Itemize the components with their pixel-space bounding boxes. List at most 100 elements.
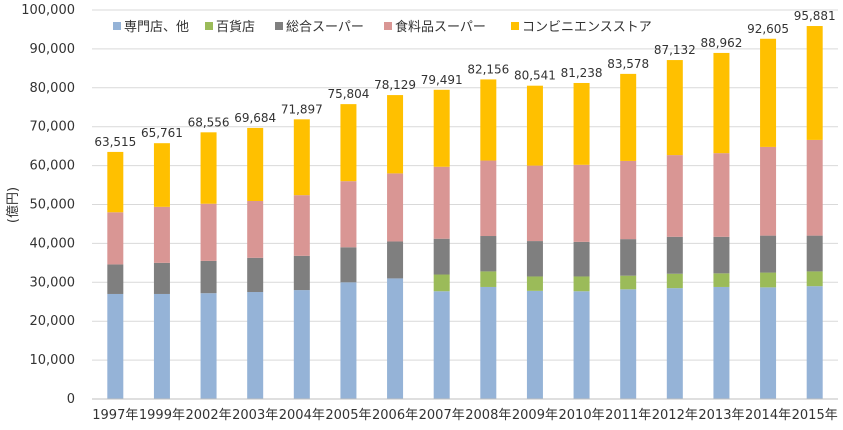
y-tick-label: 90,000 xyxy=(30,42,76,57)
bar-segment xyxy=(107,212,124,265)
bar-segment xyxy=(153,143,170,207)
bar-segment xyxy=(666,155,683,237)
y-tick-label: 0 xyxy=(67,392,75,407)
legend-swatch xyxy=(205,22,213,30)
total-label: 71,897 xyxy=(281,102,323,116)
total-label: 82,156 xyxy=(467,62,509,76)
total-label: 69,684 xyxy=(234,111,276,125)
bar-segment xyxy=(620,73,637,161)
total-label: 95,881 xyxy=(794,9,836,23)
total-label: 83,578 xyxy=(607,57,649,71)
bar-segment xyxy=(760,287,777,399)
x-tick-label: 2015年 xyxy=(792,408,838,423)
bar-segment xyxy=(666,273,683,289)
y-tick-label: 100,000 xyxy=(21,3,75,18)
bar-segment xyxy=(200,260,217,294)
bar-segment xyxy=(806,139,823,236)
bar-segment xyxy=(713,52,730,154)
x-tick-label: 2012年 xyxy=(652,408,698,423)
bar-segment xyxy=(573,276,590,292)
x-tick-label: 2004年 xyxy=(279,408,325,423)
bar-segment xyxy=(433,274,450,292)
bar-segment xyxy=(293,290,310,399)
x-tick-label: 2006年 xyxy=(372,408,418,423)
x-tick-label: 2010年 xyxy=(559,408,605,423)
y-axis-title: (億円) xyxy=(5,187,21,223)
total-label: 65,761 xyxy=(141,126,183,140)
bar-segment xyxy=(806,235,823,272)
bar-segment xyxy=(760,235,777,273)
bar-segment xyxy=(247,292,264,399)
x-tick-label: 2005年 xyxy=(325,408,371,423)
x-tick-label: 2002年 xyxy=(186,408,232,423)
y-tick-label: 70,000 xyxy=(30,120,76,135)
bar-segment xyxy=(433,238,450,275)
total-label: 87,132 xyxy=(654,43,696,57)
bar-segment xyxy=(760,38,777,147)
bar-segment xyxy=(713,286,730,399)
bar-segment xyxy=(526,290,543,399)
x-tick-label: 2011年 xyxy=(605,408,651,423)
legend-label: 食料品スーパー xyxy=(395,19,486,35)
y-tick-label: 80,000 xyxy=(30,81,76,96)
x-tick-label: 1999年 xyxy=(139,408,185,423)
total-label: 68,556 xyxy=(188,115,230,129)
x-tick-label: 2009年 xyxy=(512,408,558,423)
bar-segment xyxy=(433,166,450,239)
bar-segment xyxy=(200,132,217,204)
y-tick-label: 40,000 xyxy=(30,236,76,251)
bar-segment xyxy=(806,286,823,399)
legend-label: 総合スーパー xyxy=(286,20,364,35)
bar-segment xyxy=(620,275,637,290)
bar-segment xyxy=(806,271,823,287)
bar-segment xyxy=(620,160,637,240)
legend-label: 専門店、他 xyxy=(124,20,189,35)
bar-segment xyxy=(526,276,543,291)
bar-segment xyxy=(340,104,357,182)
y-tick-label: 30,000 xyxy=(30,275,76,290)
y-tick-label: 50,000 xyxy=(30,198,76,213)
bar-segment xyxy=(153,262,170,294)
legend-swatch xyxy=(113,22,121,30)
bar-segment xyxy=(200,293,217,399)
bar-segment xyxy=(760,146,777,236)
bar-segment xyxy=(247,200,264,258)
total-label: 78,129 xyxy=(374,78,416,92)
legend-swatch xyxy=(275,22,283,30)
y-tick-label: 20,000 xyxy=(30,314,76,329)
bar-segment xyxy=(153,206,170,263)
bar-segment xyxy=(573,241,590,277)
bar-segment xyxy=(666,288,683,399)
total-labels: 63,515 65,761 68,556 69,684 71,897 75,804 78,1… xyxy=(94,9,835,149)
bar-segment xyxy=(433,89,450,167)
legend: 専門店、他 百貨店 総合スーパー 食料品スーパー コンビニエンスストア xyxy=(113,19,652,35)
bar-segment xyxy=(293,195,310,256)
legend-swatch xyxy=(511,22,519,30)
bar-segment xyxy=(713,153,730,237)
x-tick-label: 2003年 xyxy=(232,408,278,423)
bar-segment xyxy=(340,247,357,283)
bar-segment xyxy=(573,291,590,399)
bar-segment xyxy=(713,236,730,274)
total-label: 80,541 xyxy=(514,69,556,83)
x-tick-label: 2008年 xyxy=(465,408,511,423)
total-label: 63,515 xyxy=(94,135,136,149)
y-tick-label: 10,000 xyxy=(30,353,76,368)
bar-segment xyxy=(107,264,124,294)
bar-segment xyxy=(480,271,497,287)
bars xyxy=(107,26,823,399)
bar-segment xyxy=(526,85,543,166)
bar-segment xyxy=(293,255,310,291)
total-label: 92,605 xyxy=(747,22,789,36)
bar-segment xyxy=(340,181,357,248)
bar-segment xyxy=(620,289,637,399)
bar-segment xyxy=(620,239,637,276)
bar-segment xyxy=(247,257,264,293)
bar-segment xyxy=(480,160,497,237)
axes: 0 10,000 20,000 30,000 40,000 50,000 60,000 70,… xyxy=(21,3,838,423)
bar-segment xyxy=(526,241,543,277)
bar-segment xyxy=(526,165,543,242)
legend-label: 百貨店 xyxy=(216,19,255,35)
legend-swatch xyxy=(384,22,392,30)
